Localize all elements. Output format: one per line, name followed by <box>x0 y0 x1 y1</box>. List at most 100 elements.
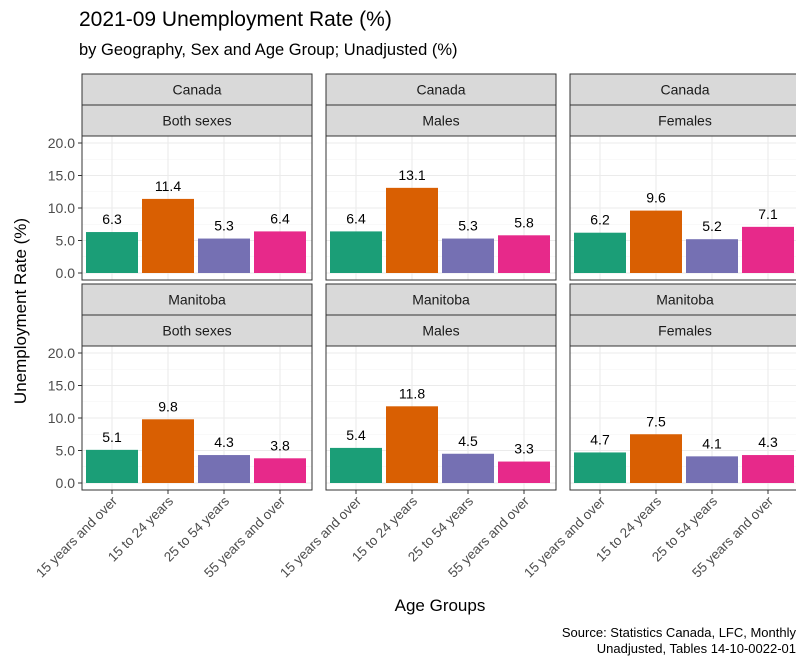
data-label: 7.5 <box>646 413 666 429</box>
panel-border <box>325 345 557 491</box>
y-tick-label: 0.0 <box>56 265 76 281</box>
bar <box>254 458 306 483</box>
strip-geography <box>81 283 313 316</box>
strip-geography <box>325 283 557 316</box>
facet-panel-1: Canada Both sexes 6.3 11.4 5.3 6.4 0.0 5.0 10.0 1… <box>48 73 313 281</box>
caption-line-2: Unadjusted, Tables 14-10-0022-01 <box>596 641 796 656</box>
chart-subtitle: by Geography, Sex and Age Group; Unadjus… <box>79 41 458 59</box>
data-label: 6.4 <box>270 210 290 226</box>
y-tick-label: 15.0 <box>48 168 75 184</box>
data-label: 3.8 <box>270 437 290 453</box>
data-label: 5.2 <box>702 218 722 234</box>
data-label: 11.4 <box>155 178 181 194</box>
y-tick-label: 15.0 <box>48 378 75 394</box>
bar <box>630 210 682 273</box>
strip-sex-label: Females <box>658 113 712 129</box>
data-label: 9.8 <box>158 398 178 414</box>
strip-sex <box>325 104 557 137</box>
data-label: 4.3 <box>214 434 234 450</box>
bar <box>330 447 382 483</box>
y-tick-label: 10.0 <box>48 200 75 216</box>
strip-sex-label: Males <box>422 113 459 129</box>
bar <box>742 226 794 273</box>
bar <box>742 455 794 483</box>
bar <box>630 434 682 483</box>
y-tick-label: 5.0 <box>56 233 76 249</box>
data-label: 5.4 <box>346 427 366 443</box>
data-label: 6.2 <box>590 212 610 228</box>
facet-panel-4: Manitoba Both sexes 5.1 9.8 4.3 3.8 0.0 5.0 10.0… <box>33 283 313 581</box>
data-label: 6.3 <box>102 211 122 227</box>
bar <box>330 231 382 273</box>
chart-title: 2021-09 Unemployment Rate (%) <box>79 8 392 31</box>
strip-sex <box>81 104 313 137</box>
bar <box>574 452 626 483</box>
x-tick-label: 15 years and over <box>521 493 608 580</box>
bar <box>686 456 738 483</box>
strip-geography-label: Manitoba <box>656 292 714 308</box>
bar <box>574 232 626 273</box>
source-caption: Source: Statistics Canada, LFC, Monthly … <box>562 625 796 657</box>
y-tick-label: 10.0 <box>48 410 75 426</box>
strip-sex <box>81 314 313 347</box>
y-tick-label: 20.0 <box>48 135 75 151</box>
data-label: 7.1 <box>758 206 778 222</box>
strip-geography <box>325 73 557 106</box>
strip-sex <box>569 314 796 347</box>
bar <box>498 461 550 483</box>
strip-geography-label: Manitoba <box>412 292 470 308</box>
bar <box>86 449 138 483</box>
strip-sex-label: Both sexes <box>162 113 231 129</box>
data-label: 3.3 <box>514 441 534 457</box>
x-axis-title: Age Groups <box>395 596 486 615</box>
data-label: 5.1 <box>102 429 122 445</box>
bar <box>686 239 738 273</box>
facet-panel-2: Canada Males 6.4 13.1 5.3 5.8 <box>325 73 557 281</box>
data-label: 5.3 <box>458 218 478 234</box>
bar <box>142 419 194 483</box>
y-tick-label: 20.0 <box>48 345 75 361</box>
bar <box>442 453 494 483</box>
facet-panel-5: Manitoba Males 5.4 11.8 4.5 3.3 15 years and o… <box>277 283 557 581</box>
data-label: 4.5 <box>458 433 478 449</box>
strip-geography-label: Manitoba <box>168 292 226 308</box>
caption-line-1: Source: Statistics Canada, LFC, Monthly <box>561 625 796 640</box>
bar <box>142 198 194 273</box>
strip-sex-label: Both sexes <box>162 323 231 339</box>
strip-geography <box>81 73 313 106</box>
strip-geography <box>569 283 796 316</box>
strip-geography-label: Canada <box>660 82 709 98</box>
y-tick-label: 5.0 <box>56 443 76 459</box>
data-label: 5.8 <box>514 214 534 230</box>
data-label: 4.1 <box>702 435 722 451</box>
bar <box>442 238 494 273</box>
x-tick-label: 15 years and over <box>277 493 364 580</box>
strip-geography-label: Canada <box>172 82 221 98</box>
data-label: 6.4 <box>346 210 366 226</box>
y-axis-title: Unemployment Rate (%) <box>11 218 30 404</box>
strip-geography-label: Canada <box>416 82 465 98</box>
bar <box>198 238 250 273</box>
panel-border <box>325 135 557 281</box>
data-label: 11.8 <box>399 385 425 401</box>
bar <box>498 235 550 273</box>
bar <box>86 232 138 273</box>
strip-sex-label: Males <box>422 323 459 339</box>
bar <box>254 231 306 273</box>
x-tick-label: 15 years and over <box>33 493 120 580</box>
facet-panel-3: Canada Females 6.2 9.6 5.2 7.1 <box>569 73 796 281</box>
data-label: 13.1 <box>398 167 425 183</box>
facet-panel-6: Manitoba Females 4.7 7.5 4.1 4.3 15 years and … <box>521 283 796 581</box>
panel-border <box>569 135 796 281</box>
bar <box>386 187 438 273</box>
bar <box>198 455 250 483</box>
bar <box>386 406 438 483</box>
data-label: 9.6 <box>646 190 666 206</box>
data-label: 4.3 <box>758 434 778 450</box>
panel-border <box>569 345 796 491</box>
strip-sex-label: Females <box>658 323 712 339</box>
y-tick-label: 0.0 <box>56 475 76 491</box>
data-label: 4.7 <box>590 431 610 447</box>
data-label: 5.3 <box>214 218 234 234</box>
